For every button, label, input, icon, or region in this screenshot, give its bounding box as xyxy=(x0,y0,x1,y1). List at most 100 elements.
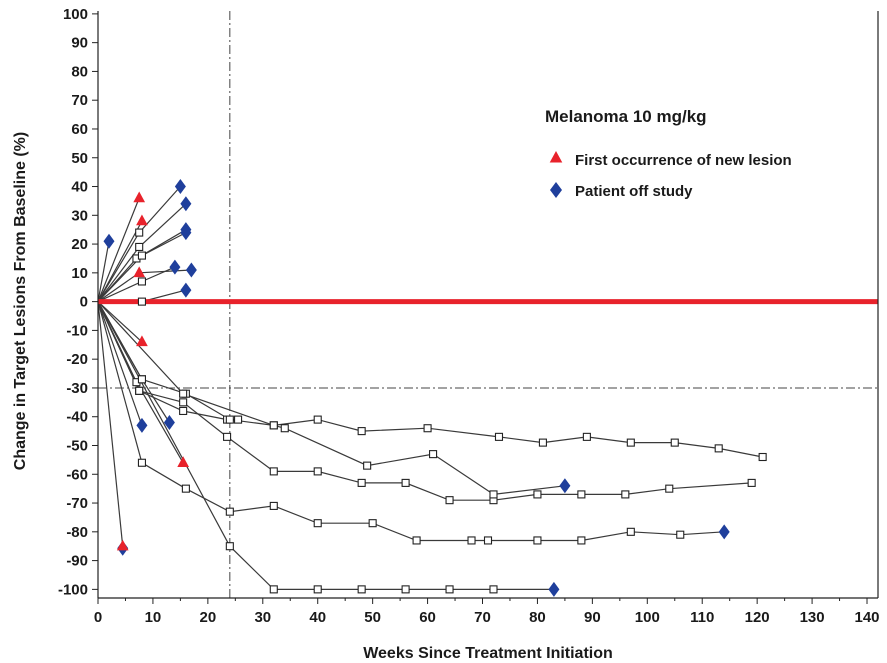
off-study-marker xyxy=(103,233,115,249)
x-tick-label: 120 xyxy=(745,609,770,626)
y-tick-label: 80 xyxy=(71,63,88,80)
data-point-marker xyxy=(489,585,498,594)
legend-entry-off-study: Patient off study xyxy=(550,182,693,200)
data-point-marker xyxy=(137,251,146,260)
data-point-marker xyxy=(269,501,278,510)
y-tick-label: -30 xyxy=(66,380,88,397)
x-tick-label: 80 xyxy=(529,609,546,626)
off-study-marker xyxy=(169,259,181,275)
data-point-marker xyxy=(429,450,438,459)
y-tick-label: 30 xyxy=(71,207,88,224)
off-study-marker xyxy=(559,478,571,494)
data-point-marker xyxy=(533,536,542,545)
data-point-marker xyxy=(313,585,322,594)
diamond-marker-icon xyxy=(550,182,562,198)
data-point-marker xyxy=(234,415,243,424)
y-tick-label: -10 xyxy=(66,322,88,339)
data-point-marker xyxy=(137,375,146,384)
tick-labels: 0 10 20 30 40 50 60 70 80 90 100 110 120 130 140100908… xyxy=(58,6,880,626)
new-lesion-marker xyxy=(116,539,129,551)
data-point-marker xyxy=(225,415,234,424)
triangle-marker-icon xyxy=(549,151,563,163)
legend-title: Melanoma 10 mg/kg xyxy=(545,107,707,126)
x-tick-label: 70 xyxy=(474,609,491,626)
data-point-marker xyxy=(225,507,234,516)
off-study-marker xyxy=(163,414,175,430)
data-point-marker xyxy=(135,242,144,252)
data-point-marker xyxy=(269,467,278,476)
y-tick-label: 0 xyxy=(80,294,88,311)
data-point-marker xyxy=(137,297,146,306)
x-tick-label: 40 xyxy=(309,609,326,626)
data-point-marker xyxy=(137,458,146,467)
series-line-17 xyxy=(97,301,763,458)
data-point-marker xyxy=(758,452,767,462)
data-point-marker xyxy=(225,542,234,551)
data-point-marker xyxy=(179,406,188,416)
series-line-18 xyxy=(97,301,752,501)
x-tick-label: 30 xyxy=(254,609,271,626)
data-point-marker xyxy=(489,490,498,499)
y-tick-label: 20 xyxy=(71,236,88,253)
y-tick-label: -90 xyxy=(66,553,88,570)
series-line-11 xyxy=(97,301,143,343)
data-point-marker xyxy=(670,438,679,447)
data-point-marker xyxy=(363,461,372,470)
y-tick-label: 70 xyxy=(71,92,88,109)
data-point-marker xyxy=(412,536,421,545)
data-point-marker xyxy=(665,484,674,493)
off-study-marker xyxy=(185,262,197,278)
data-point-marker xyxy=(313,467,322,476)
y-tick-label: 90 xyxy=(71,35,88,52)
series-line-13 xyxy=(97,301,124,547)
series-line-1 xyxy=(97,241,110,302)
legend-entry-new-lesion: First occurrence of new lesion xyxy=(549,151,792,169)
new-lesion-marker xyxy=(177,456,189,467)
reference-lines xyxy=(98,11,878,598)
data-point-marker xyxy=(179,398,188,407)
data-point-marker xyxy=(135,386,144,395)
data-point-marker xyxy=(313,415,322,424)
data-point-marker xyxy=(533,490,542,499)
series-line-21 xyxy=(97,301,554,591)
off-study-marker xyxy=(136,417,148,433)
data-point-marker xyxy=(181,484,190,493)
data-point-marker xyxy=(401,585,410,594)
data-point-marker xyxy=(494,432,504,441)
data-point-marker xyxy=(269,421,278,430)
data-point-marker xyxy=(368,519,377,528)
data-point-marker xyxy=(357,585,366,594)
data-point-marker xyxy=(280,424,289,433)
data-point-marker xyxy=(269,585,278,594)
new-lesion-marker xyxy=(133,191,146,203)
data-point-marker xyxy=(621,490,630,499)
data-point-marker xyxy=(577,536,586,545)
data-point-marker xyxy=(423,424,432,433)
data-point-marker xyxy=(135,228,144,237)
data-point-marker xyxy=(577,490,586,499)
x-tick-label: 110 xyxy=(690,609,714,626)
series-line-20 xyxy=(97,301,725,542)
data-point-marker xyxy=(357,427,366,436)
data-point-marker xyxy=(538,438,547,447)
y-tick-label: -100 xyxy=(58,581,88,598)
data-point-marker xyxy=(357,478,366,487)
data-point-marker xyxy=(467,536,476,545)
x-tick-label: 130 xyxy=(800,609,825,626)
new-lesion-marker xyxy=(136,214,148,226)
legend-label-new-lesion: First occurrence of new lesion xyxy=(575,152,792,169)
y-tick-label: 100 xyxy=(63,6,88,23)
y-tick-label: -60 xyxy=(66,466,88,483)
data-point-marker xyxy=(401,478,410,487)
data-point-marker xyxy=(582,432,591,441)
data-point-marker xyxy=(483,536,493,545)
data-point-marker xyxy=(714,444,723,453)
x-tick-label: 140 xyxy=(854,609,879,626)
data-point-marker xyxy=(626,527,635,536)
x-tick-label: 60 xyxy=(419,609,436,626)
data-point-marker xyxy=(676,530,685,539)
off-study-marker xyxy=(180,196,192,212)
y-tick-label: 40 xyxy=(71,179,88,196)
legend: Melanoma 10 mg/kg First occurrence of ne… xyxy=(545,107,792,200)
